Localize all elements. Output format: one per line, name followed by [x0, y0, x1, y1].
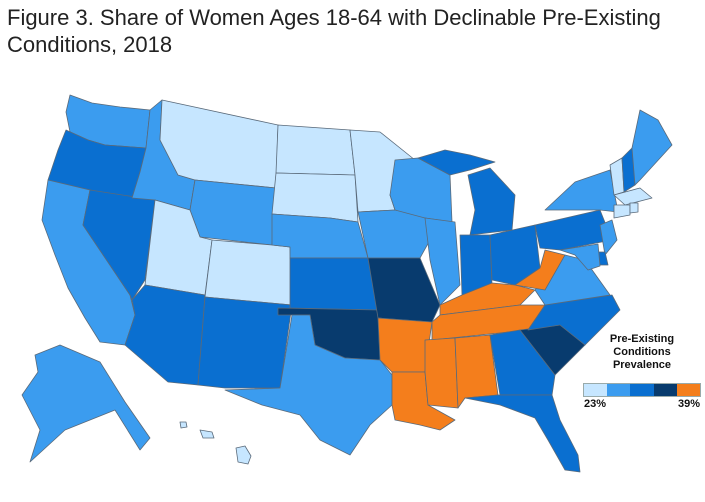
- state-fl[interactable]: [464, 394, 581, 473]
- legend: Pre-Existing Conditions Prevalence 23% 3…: [583, 333, 701, 411]
- state-pa[interactable]: [534, 209, 613, 251]
- state-nm[interactable]: [197, 296, 293, 389]
- legend-bin: [630, 384, 654, 396]
- state-mi[interactable]: [467, 167, 516, 236]
- state-ny[interactable]: [544, 169, 619, 213]
- state-ri[interactable]: [629, 202, 639, 214]
- map-title: Figure 3. Share of Women Ages 18-64 with…: [7, 5, 661, 57]
- state-ia[interactable]: [357, 209, 431, 259]
- state-mi-upper[interactable]: [417, 149, 496, 176]
- state-mo[interactable]: [367, 257, 441, 323]
- state-md[interactable]: [559, 243, 601, 271]
- state-ks[interactable]: [289, 257, 379, 311]
- legend-max-label: 39%: [677, 398, 700, 410]
- legend-bin: [653, 384, 677, 396]
- state-mt[interactable]: [159, 99, 279, 189]
- state-ar[interactable]: [377, 317, 433, 373]
- state-hi-islands-2[interactable]: [199, 429, 215, 439]
- state-hi[interactable]: [235, 445, 252, 465]
- legend-title-line: Prevalence: [612, 359, 672, 371]
- legend-labels: 23% 39%: [583, 397, 701, 411]
- legend-bin: [676, 384, 701, 396]
- state-me[interactable]: [631, 109, 673, 186]
- state-ga[interactable]: [489, 329, 556, 396]
- state-il[interactable]: [424, 217, 461, 306]
- state-az[interactable]: [124, 284, 206, 386]
- state-ma[interactable]: [613, 187, 653, 206]
- state-ct[interactable]: [613, 204, 631, 219]
- state-ms[interactable]: [424, 337, 459, 409]
- legend-bin: [607, 384, 631, 396]
- legend-color-bar: [583, 383, 701, 397]
- legend-bin: [584, 384, 608, 396]
- legend-min-label: 23%: [584, 398, 607, 410]
- state-hi-islands[interactable]: [179, 421, 188, 429]
- legend-title-line: Pre-Existing: [609, 333, 675, 345]
- state-wv[interactable]: [514, 249, 566, 291]
- legend-title-line: Conditions: [613, 346, 671, 358]
- legend-title: Pre-Existing Conditions Prevalence: [583, 333, 701, 372]
- state-tx[interactable]: [224, 314, 393, 456]
- state-wy[interactable]: [189, 179, 277, 246]
- state-ak[interactable]: [21, 344, 151, 463]
- state-co[interactable]: [204, 239, 293, 306]
- state-nj[interactable]: [599, 219, 618, 256]
- state-nd[interactable]: [275, 124, 356, 176]
